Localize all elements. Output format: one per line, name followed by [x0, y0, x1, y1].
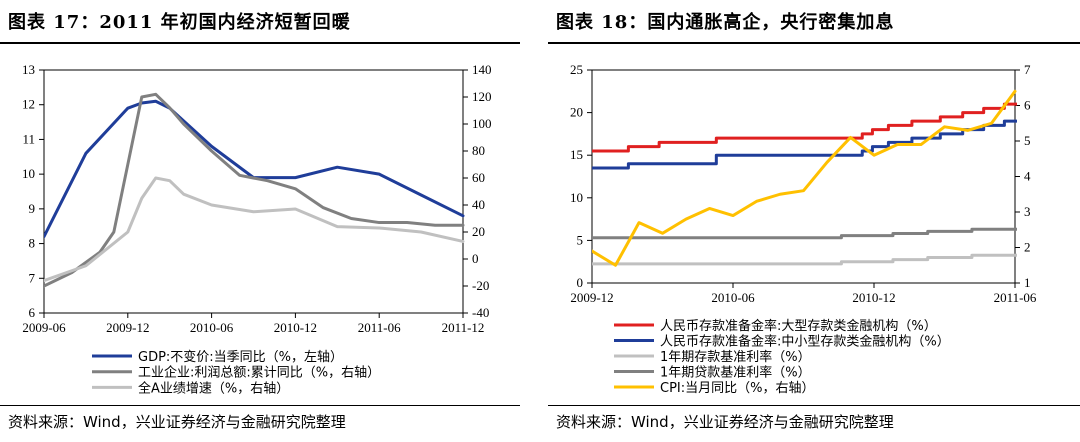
y-left-tick-label: 15	[570, 147, 583, 162]
y-right-tick-label: 2	[1024, 240, 1031, 255]
x-tick-label: 2010-06	[711, 290, 755, 305]
source-rule	[548, 405, 1080, 406]
legend-label-1: GDP:不变价:当季同比（%，左轴）	[138, 349, 343, 365]
series-line-2	[592, 119, 1017, 170]
series-line-2	[44, 92, 465, 288]
y-right-tick-label: 20	[472, 224, 485, 239]
right-chart: 0 5 10 15 20 25 1 2 3 4 5 6 7 2009-12 2010-06 2010-12 20…	[570, 62, 1037, 396]
plot-frame	[43, 69, 464, 314]
y-left-tick-label: 10	[570, 190, 583, 205]
source-note: 资料来源：Wind，兴业证券经济与金融研究院整理	[556, 413, 894, 431]
y-right-tick-label: 140	[472, 62, 492, 77]
series-line-1	[592, 102, 1017, 153]
y-right-tick-label: 5	[1024, 133, 1031, 148]
x-tick-label: 2011-12	[442, 320, 485, 335]
y-right-tick-label: 120	[472, 89, 492, 104]
y-right-tick-label: 1	[1024, 275, 1031, 290]
y-right-tick-label: 100	[472, 116, 492, 131]
y-left-tick-label: 6	[29, 305, 36, 320]
y-right-tick-label: 80	[472, 143, 485, 158]
x-tick-label: 2009-12	[106, 320, 149, 335]
y-left-tick-label: 11	[22, 131, 35, 146]
series-line-3	[44, 176, 465, 283]
y-right-tick-label: -20	[472, 278, 489, 293]
legend-label-3: 全A业绩增速（%，右轴）	[138, 380, 289, 396]
y-left-tick-label: 10	[22, 166, 35, 181]
y-left-tick-label: 25	[570, 62, 583, 77]
series-line-3	[592, 253, 1017, 266]
y-right-tick-label: 3	[1024, 204, 1031, 219]
x-tick-label: 2010-12	[852, 290, 895, 305]
y-right-tick-label: 60	[472, 170, 485, 185]
y-left-tick-label: 8	[29, 236, 36, 251]
y-left-tick-label: 12	[22, 97, 35, 112]
x-tick-label: 2010-06	[190, 320, 234, 335]
legend-label-2: 人民币存款准备金率:中小型存款类金融机构（%）	[660, 334, 950, 350]
legend-label-5: CPI:当月同比（%，右轴）	[660, 381, 814, 396]
source-rule	[0, 405, 520, 406]
series-line-1	[44, 99, 465, 239]
x-tick-label: 2011-06	[994, 290, 1037, 305]
plot-frame	[591, 69, 1016, 284]
left-figure-panel: 图表 17：2011 年初国内经济短暂回暖 6 7 8 9 10 11 12 13 -40 -20…	[0, 0, 520, 442]
y-right-tick-label: -40	[472, 305, 489, 320]
y-left-tick-label: 7	[29, 270, 36, 285]
figure-title: 图表 18：国内通胀高企，央行密集加息	[556, 12, 895, 33]
figure-title: 图表 17：2011 年初国内经济短暂回暖	[8, 12, 351, 33]
y-right-tick-label: 6	[1024, 98, 1031, 113]
legend-label-2: 工业企业:利润总额:累计同比（%，右轴）	[138, 365, 380, 381]
title-rule	[548, 42, 1080, 44]
y-left-tick-label: 13	[22, 62, 35, 77]
left-chart: 6 7 8 9 10 11 12 13 -40 -20 0 20 40 60 80 100 120 140 2009…	[22, 62, 492, 396]
x-tick-label: 2009-06	[22, 320, 66, 335]
y-left-tick-label: 20	[570, 105, 583, 120]
y-right-tick-label: 0	[472, 251, 479, 266]
legend-label-3: 1年期存款基准利率（%）	[660, 349, 811, 365]
x-tick-label: 2009-12	[570, 290, 613, 305]
y-right-tick-label: 4	[1024, 169, 1031, 184]
source-note: 资料来源：Wind，兴业证券经济与金融研究院整理	[8, 413, 346, 431]
title-rule	[0, 42, 520, 44]
series-line-5	[592, 89, 1017, 267]
y-left-tick-label: 5	[577, 232, 584, 247]
x-tick-label: 2011-06	[358, 320, 401, 335]
right-figure-panel: 图表 18：国内通胀高企，央行密集加息 0 5 10 15 20 25 1 2 3 4 5 6 7 200…	[548, 0, 1080, 442]
legend-label-4: 1年期贷款基准利率（%）	[660, 365, 811, 381]
x-tick-label: 2010-12	[274, 320, 317, 335]
y-right-tick-label: 40	[472, 197, 485, 212]
legend-label-1: 人民币存款准备金率:大型存款类金融机构（%）	[660, 318, 937, 334]
y-left-tick-label: 9	[29, 201, 36, 216]
series-line-4	[592, 227, 1017, 240]
y-right-tick-label: 7	[1024, 62, 1031, 77]
y-left-tick-label: 0	[577, 275, 584, 290]
